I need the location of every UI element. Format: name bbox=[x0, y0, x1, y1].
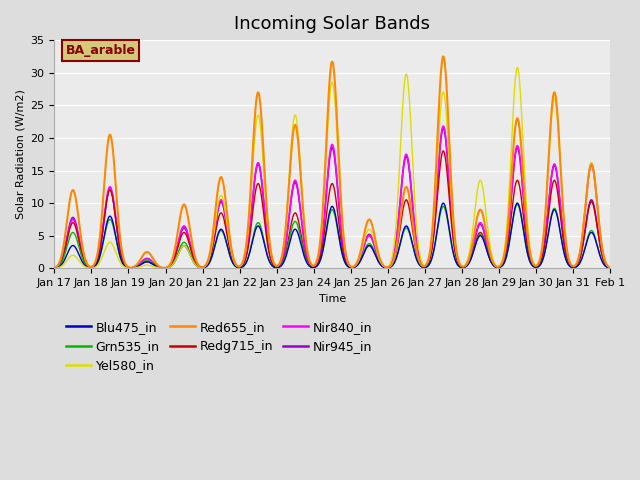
Title: Incoming Solar Bands: Incoming Solar Bands bbox=[234, 15, 430, 33]
Y-axis label: Solar Radiation (W/m2): Solar Radiation (W/m2) bbox=[15, 89, 25, 219]
Legend: Blu475_in, Grn535_in, Yel580_in, Red655_in, Redg715_in, Nir840_in, Nir945_in: Blu475_in, Grn535_in, Yel580_in, Red655_… bbox=[61, 316, 378, 377]
X-axis label: Time: Time bbox=[319, 294, 346, 303]
Text: BA_arable: BA_arable bbox=[65, 44, 136, 57]
